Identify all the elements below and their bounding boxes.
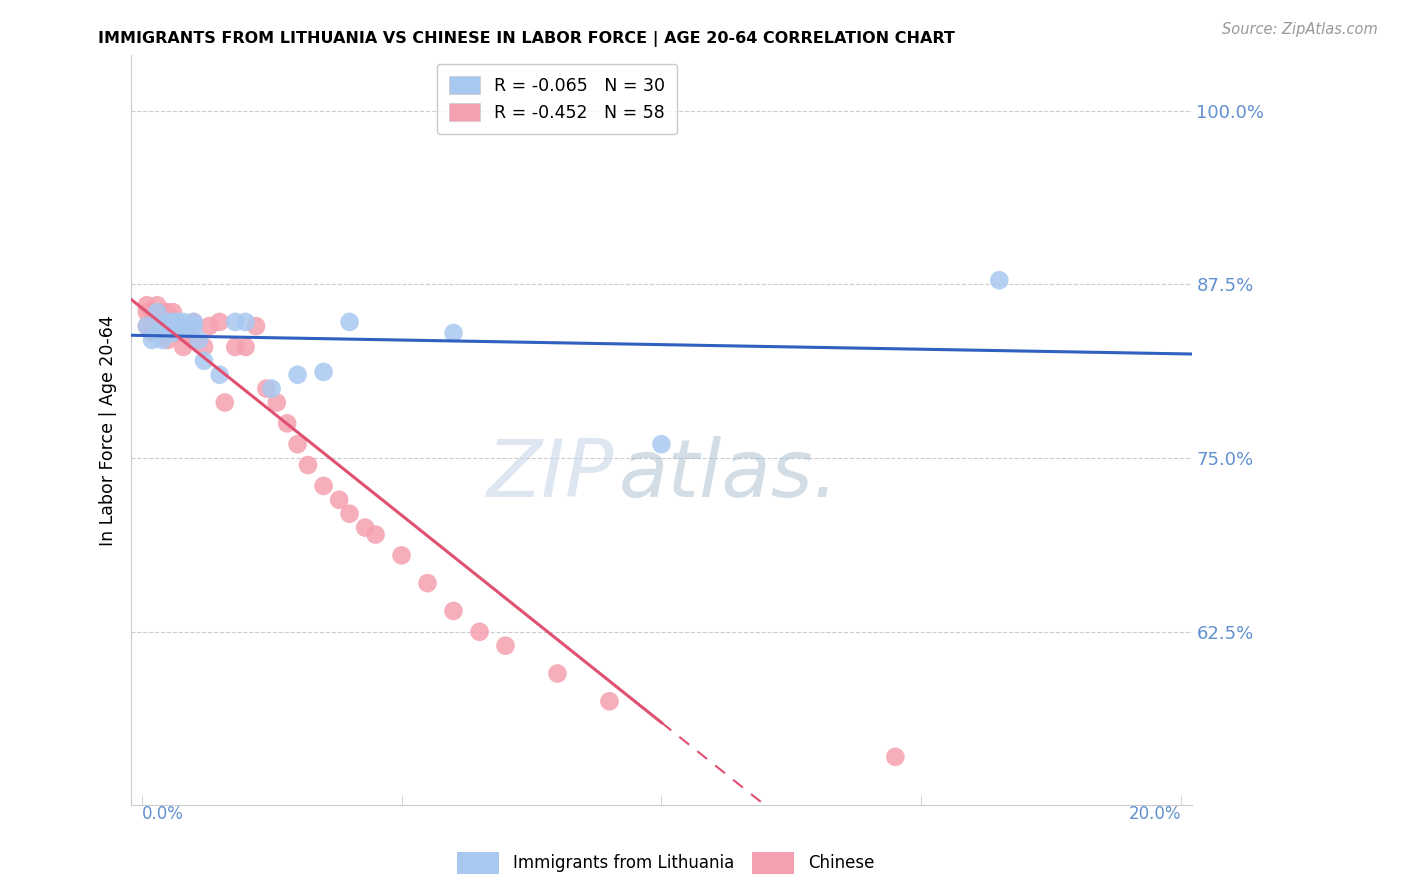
Point	[183, 319, 205, 334]
Y-axis label: In Labor Force | Age 20-64: In Labor Force | Age 20-64	[100, 315, 117, 546]
Point	[152, 315, 174, 329]
Point	[162, 315, 184, 329]
Point	[177, 322, 200, 336]
Point	[172, 326, 194, 340]
Point	[224, 340, 246, 354]
Point	[152, 333, 174, 347]
Point	[235, 340, 257, 354]
Point	[177, 319, 200, 334]
Point	[141, 315, 163, 329]
Point	[167, 326, 190, 340]
Point	[152, 326, 174, 340]
Point	[146, 326, 169, 340]
Point	[162, 315, 184, 329]
Point	[146, 305, 169, 319]
Point	[546, 666, 568, 681]
Point	[135, 298, 157, 312]
Point	[193, 340, 215, 354]
Point	[162, 326, 184, 340]
Point	[146, 326, 169, 340]
Point	[260, 382, 283, 396]
Point	[198, 319, 221, 334]
Point	[650, 437, 672, 451]
Point	[162, 305, 184, 319]
Point	[172, 322, 194, 336]
Point	[167, 319, 190, 334]
Point	[152, 319, 174, 334]
Point	[468, 624, 491, 639]
Point	[312, 479, 335, 493]
Point	[156, 326, 179, 340]
Point	[339, 507, 361, 521]
Point	[208, 368, 231, 382]
Legend: R = -0.065   N = 30, R = -0.452   N = 58: R = -0.065 N = 30, R = -0.452 N = 58	[437, 64, 678, 135]
Point	[141, 326, 163, 340]
Text: Chinese: Chinese	[808, 855, 875, 872]
Point	[183, 315, 205, 329]
Point	[193, 354, 215, 368]
Point	[391, 549, 413, 563]
Point	[167, 319, 190, 334]
Text: 20.0%: 20.0%	[1129, 805, 1181, 823]
Point	[156, 319, 179, 334]
Point	[172, 340, 194, 354]
Point	[328, 492, 350, 507]
Point	[266, 395, 288, 409]
Point	[172, 319, 194, 334]
Point	[167, 322, 190, 336]
Point	[187, 333, 209, 347]
Point	[254, 382, 277, 396]
Point	[287, 437, 309, 451]
Point	[141, 333, 163, 347]
Point	[135, 319, 157, 334]
Point	[224, 315, 246, 329]
Point	[152, 305, 174, 319]
Point	[146, 298, 169, 312]
Point	[183, 333, 205, 347]
Point	[156, 322, 179, 336]
Point	[354, 520, 377, 534]
Text: ZIP: ZIP	[486, 436, 613, 515]
Point	[312, 365, 335, 379]
Point	[156, 305, 179, 319]
Point	[141, 319, 163, 334]
Point	[177, 326, 200, 340]
Text: atlas.: atlas.	[619, 436, 839, 515]
Point	[146, 315, 169, 329]
Point	[183, 315, 205, 329]
Point	[214, 395, 236, 409]
Point	[416, 576, 439, 591]
Point	[339, 315, 361, 329]
Point	[135, 319, 157, 334]
Point	[364, 527, 387, 541]
Point	[495, 639, 517, 653]
Point	[443, 326, 465, 340]
Point	[235, 315, 257, 329]
Point	[208, 315, 231, 329]
Point	[146, 319, 169, 334]
Point	[135, 305, 157, 319]
Text: Source: ZipAtlas.com: Source: ZipAtlas.com	[1222, 22, 1378, 37]
Point	[167, 315, 190, 329]
Point	[598, 694, 620, 708]
Text: Immigrants from Lithuania: Immigrants from Lithuania	[513, 855, 734, 872]
Point	[156, 333, 179, 347]
Point	[156, 315, 179, 329]
Point	[156, 315, 179, 329]
Point	[276, 417, 298, 431]
Point	[443, 604, 465, 618]
Point	[172, 315, 194, 329]
Point	[287, 368, 309, 382]
Point	[162, 319, 184, 334]
Point	[152, 319, 174, 334]
Text: 0.0%: 0.0%	[142, 805, 184, 823]
Text: IMMIGRANTS FROM LITHUANIA VS CHINESE IN LABOR FORCE | AGE 20-64 CORRELATION CHAR: IMMIGRANTS FROM LITHUANIA VS CHINESE IN …	[98, 31, 955, 47]
Point	[177, 319, 200, 334]
Point	[988, 273, 1011, 287]
Point	[297, 458, 319, 472]
Point	[884, 749, 907, 764]
Point	[245, 319, 267, 334]
Point	[141, 305, 163, 319]
